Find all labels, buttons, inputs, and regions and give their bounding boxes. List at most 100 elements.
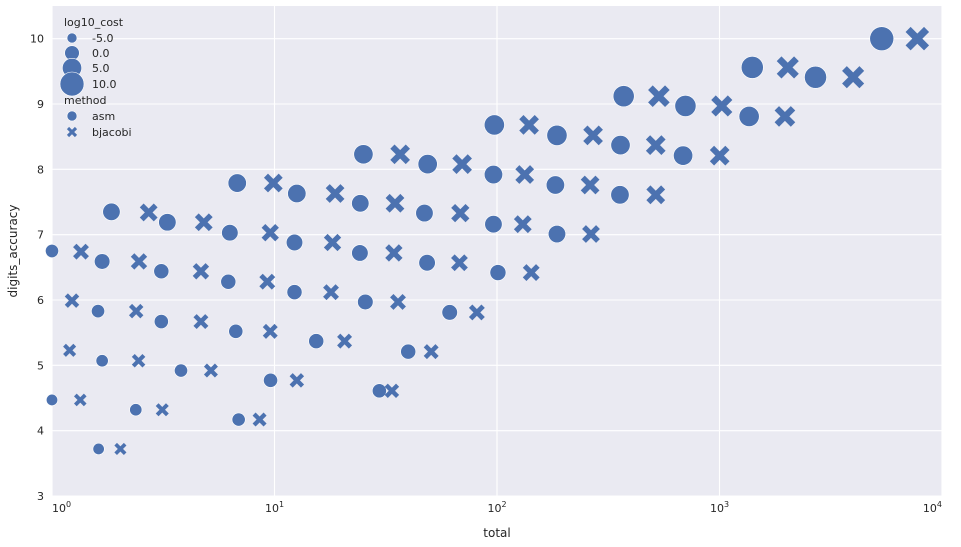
data-points: [45, 26, 930, 456]
y-tick-label: 9: [37, 98, 44, 111]
bjacobi-point: [128, 303, 144, 319]
asm-point: [263, 372, 278, 388]
bjacobi-point: [648, 85, 670, 107]
bjacobi-point: [776, 56, 799, 79]
asm-point: [415, 204, 434, 223]
asm-point: [484, 215, 503, 234]
asm-point: [308, 333, 325, 350]
bjacobi-point: [905, 26, 930, 51]
bjacobi-point: [522, 264, 540, 281]
asm-point: [418, 254, 436, 272]
bjacobi-point: [64, 293, 80, 308]
x-tick-label: 100: [52, 500, 71, 515]
legend-method-label: asm: [92, 110, 115, 123]
legend-method-marker: [66, 126, 78, 138]
asm-point: [740, 56, 764, 79]
asm-point: [673, 145, 694, 166]
asm-point: [489, 264, 507, 281]
asm-point: [153, 263, 170, 280]
asm-point: [674, 95, 697, 117]
asm-point: [174, 363, 188, 378]
x-tick-label: 103: [710, 500, 729, 515]
bjacobi-point: [73, 243, 89, 260]
bjacobi-point: [711, 95, 733, 117]
asm-point: [400, 343, 417, 360]
bjacobi-point: [384, 383, 400, 399]
bjacobi-point: [580, 175, 600, 195]
bjacobi-point: [261, 224, 279, 242]
asm-point: [353, 144, 374, 165]
asm-point: [153, 314, 169, 329]
bjacobi-point: [519, 115, 539, 135]
bjacobi-point: [323, 233, 342, 252]
bjacobi-point: [513, 215, 532, 234]
y-tick-label: 8: [37, 163, 44, 176]
y-tick-label: 4: [37, 425, 44, 438]
bjacobi-point: [645, 135, 666, 156]
bjacobi-point: [423, 344, 439, 360]
asm-point: [612, 85, 635, 108]
asm-point: [45, 244, 59, 258]
bjacobi-point: [193, 314, 209, 330]
x-axis-label: total: [483, 526, 510, 540]
legend: log10_cost -5.0 0.0 5.0 10.0 method asm bjacobi: [59, 16, 132, 139]
y-tick-label: 6: [37, 294, 44, 307]
bjacobi-point: [468, 304, 485, 321]
bjacobi-point: [203, 363, 218, 378]
legend-method-label: bjacobi: [92, 126, 132, 139]
asm-point: [285, 233, 304, 252]
bjacobi-point: [130, 253, 148, 270]
y-tick-label: 3: [37, 490, 44, 503]
bjacobi-point: [194, 213, 213, 232]
asm-point: [546, 124, 568, 146]
asm-point: [351, 244, 369, 262]
series-asm: [45, 26, 895, 455]
bjacobi-point: [385, 193, 405, 213]
asm-point: [231, 412, 246, 427]
bjacobi-point: [452, 154, 472, 174]
bjacobi-point: [155, 403, 169, 417]
bjacobi-point: [390, 144, 410, 165]
bjacobi-point: [63, 343, 77, 357]
bjacobi-point: [583, 125, 603, 146]
bjacobi-point: [337, 333, 353, 349]
asm-point: [545, 175, 565, 195]
bjacobi-point: [451, 254, 468, 272]
bjacobi-point: [582, 225, 600, 243]
bjacobi-point: [646, 185, 666, 205]
bjacobi-point: [73, 393, 87, 407]
asm-point: [158, 213, 177, 232]
asm-point: [286, 284, 303, 301]
asm-point: [227, 173, 247, 193]
bjacobi-point: [385, 244, 403, 262]
bjacobi-point: [262, 323, 278, 339]
series-bjacobi: [63, 26, 930, 456]
bjacobi-point: [289, 373, 305, 388]
bjacobi-point: [131, 353, 146, 368]
asm-point: [220, 273, 237, 290]
bjacobi-point: [259, 273, 276, 290]
bjacobi-point: [139, 203, 158, 222]
legend-method-marker: [66, 110, 78, 122]
asm-point: [92, 442, 105, 455]
bjacobi-point: [515, 165, 535, 184]
bjacobi-point: [192, 263, 210, 280]
x-tick-labels: 100 101 102 103 104: [52, 500, 942, 515]
y-tick-label: 10: [30, 33, 44, 46]
x-tick-label: 104: [923, 500, 942, 515]
asm-point: [102, 202, 121, 221]
bjacobi-point: [325, 184, 345, 203]
asm-point: [129, 403, 143, 417]
y-axis-label: digits_accuracy: [6, 205, 20, 298]
asm-point: [91, 304, 105, 319]
bjacobi-point: [390, 294, 406, 310]
y-tick-labels: 3 4 5 6 7 8 9 10: [30, 33, 44, 503]
asm-point: [483, 165, 503, 185]
bjacobi-point: [263, 173, 283, 193]
bjacobi-point: [709, 145, 730, 166]
bjacobi-point: [451, 203, 470, 223]
asm-point: [357, 293, 374, 311]
asm-point: [547, 224, 566, 244]
legend-method-title: method: [64, 94, 106, 107]
